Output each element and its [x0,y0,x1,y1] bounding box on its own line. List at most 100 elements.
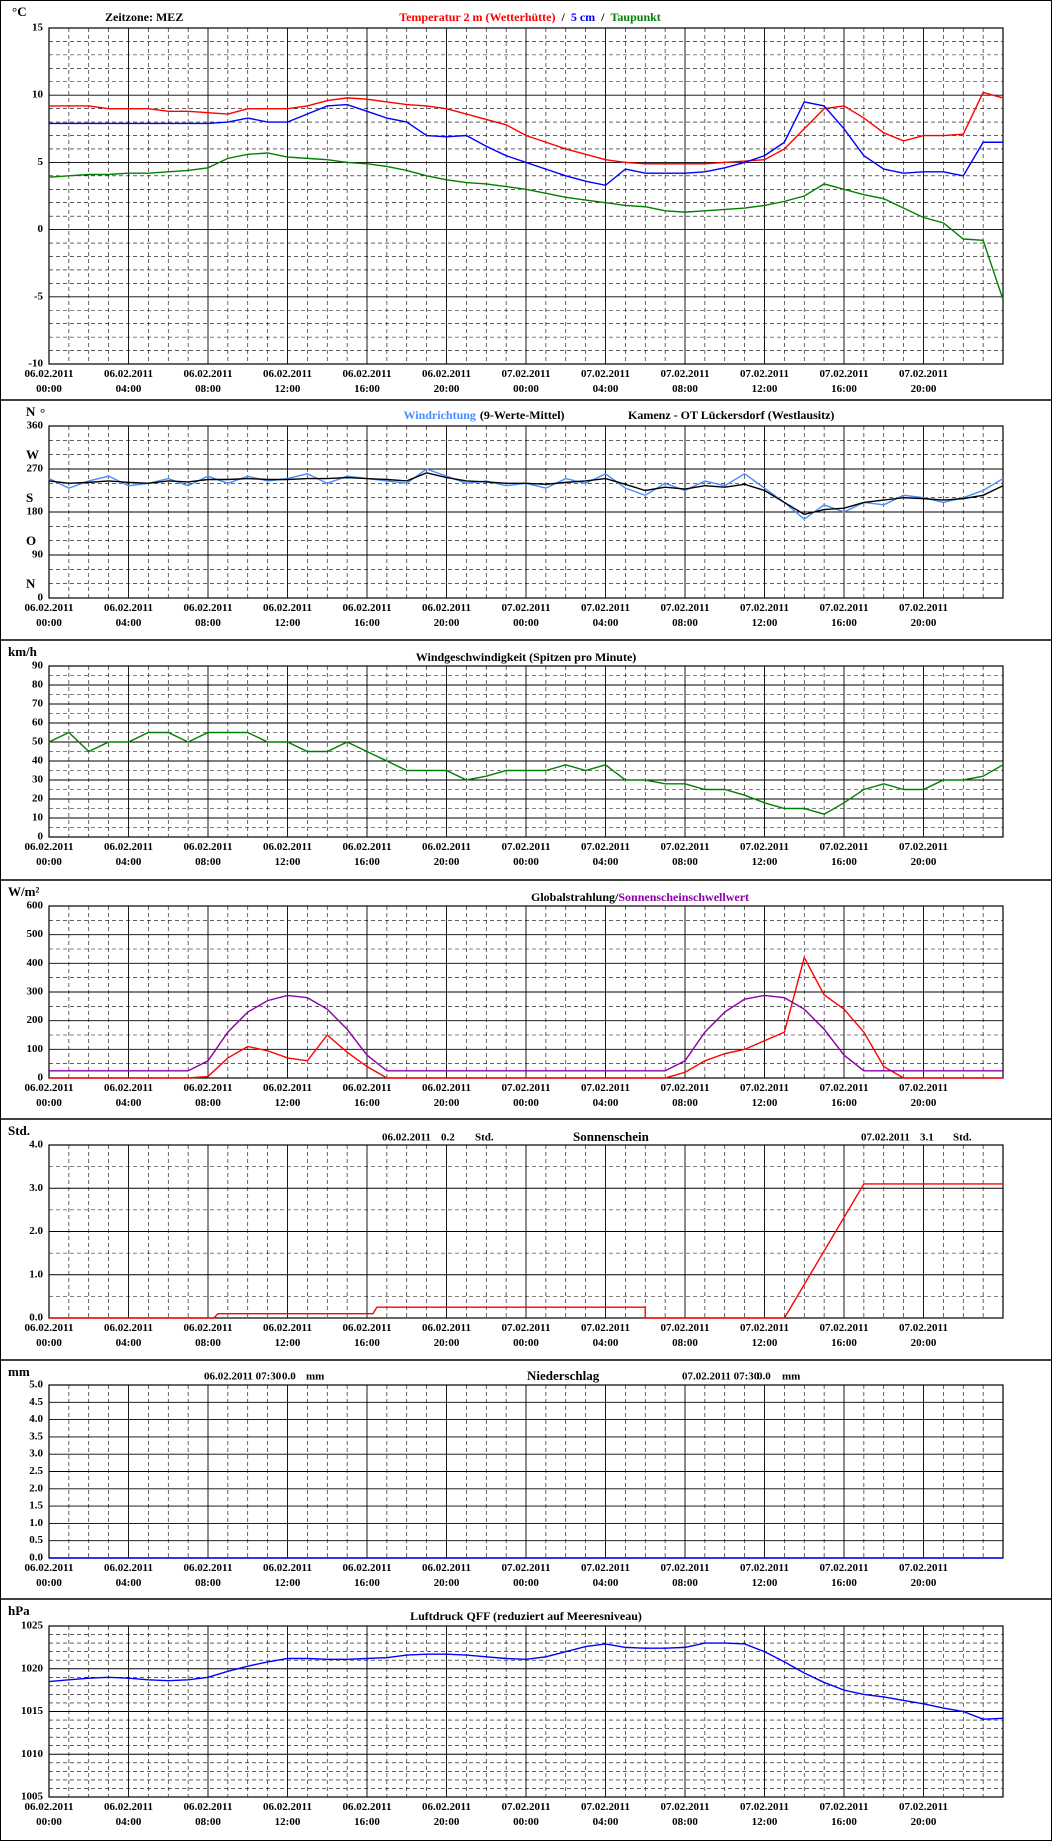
y-tick-label: 4.0 [29,1413,43,1425]
x-tick-label: 07.02.2011 20:00 [899,602,948,629]
data-line [49,955,1003,1079]
data-line [48,152,1004,300]
x-tick-label: 07.02.2011 16:00 [819,368,869,395]
y-tick-label: 5.0 [29,1379,43,1391]
y-tick-label: 270 [27,463,44,475]
y-tick-label: 4.0 [29,1139,43,1151]
x-tick-label: 06.02.2011 08:00 [183,841,233,868]
x-tick-label: 06.02.2011 12:00 [263,1562,312,1589]
x-tick-label: 07.02.2011 12:00 [740,1322,789,1349]
legend-entry: (9-Werte-Mittel) [480,408,565,422]
x-tick-label: 06.02.2011 16:00 [342,1562,392,1589]
y-tick-label: 1015 [21,1705,44,1717]
y-tick-label: 0 [38,592,44,604]
annotation: 06.02.2011 [382,1132,431,1144]
x-tick-label: 06.02.2011 00:00 [24,841,74,868]
compass-label: S [26,490,33,505]
y-tick-label: 360 [27,420,44,432]
x-tick-label: 06.02.2011 08:00 [183,1801,233,1828]
x-tick-label: 07.02.2011 08:00 [660,1801,710,1828]
unit-label: km/h [8,644,38,659]
x-tick-label: 06.02.2011 12:00 [263,368,312,395]
legend-entry: Temperatur 2 m (Wetterhütte) [399,10,555,24]
x-tick-label: 06.02.2011 04:00 [104,1082,153,1109]
x-tick-label: 07.02.2011 20:00 [899,841,948,868]
y-tick-label: 1025 [21,1620,44,1632]
x-tick-label: 07.02.2011 00:00 [501,1322,551,1349]
y-tick-label: 200 [27,1014,44,1026]
x-tick-label: 06.02.2011 20:00 [422,368,471,395]
x-tick-label: 07.02.2011 08:00 [660,1322,710,1349]
data-line [49,1183,1003,1319]
x-tick-label: 06.02.2011 04:00 [104,841,153,868]
y-tick-label: 2.0 [29,1225,43,1237]
y-tick-label: 100 [27,1043,44,1055]
y-tick-label: 50 [32,736,44,748]
x-tick-label: 07.02.2011 12:00 [740,841,789,868]
plot-border [48,1625,1004,1798]
annotation: 0.0 [757,1371,771,1383]
x-tick-label: 07.02.2011 20:00 [899,1801,948,1828]
annotation: Kamenz - OT Lückersdorf (Westlausitz) [628,408,834,422]
plot-border [48,27,1004,365]
x-tick-label: 07.02.2011 04:00 [581,1082,630,1109]
y-tick-label: 20 [32,793,44,805]
annotation: 07.02.2011 07:30 [682,1371,760,1383]
y-tick-label: -5 [34,290,44,302]
x-tick-label: 07.02.2011 00:00 [501,602,551,629]
y-tick-label: 1010 [21,1748,44,1760]
legend-entry: Windrichtung [403,408,475,422]
y-tick-label: 600 [27,900,44,912]
x-tick-label: 06.02.2011 00:00 [24,368,74,395]
legend-entry: Taupunkt [611,10,661,24]
legend-separator: / [561,10,566,24]
y-tick-label: 500 [27,928,44,940]
y-tick-label: 1.5 [29,1500,43,1512]
y-tick-label: 40 [32,755,44,767]
x-tick-label: 06.02.2011 08:00 [183,1562,233,1589]
x-tick-label: 06.02.2011 00:00 [24,1562,74,1589]
x-tick-label: 06.02.2011 16:00 [342,1801,392,1828]
x-tick-label: 06.02.2011 08:00 [183,1082,233,1109]
x-tick-label: 07.02.2011 04:00 [581,602,630,629]
y-tick-label: 10 [32,89,44,101]
x-tick-label: 07.02.2011 12:00 [740,1082,789,1109]
y-tick-label: 3.5 [29,1430,43,1442]
x-tick-label: 07.02.2011 20:00 [899,368,948,395]
x-tick-label: 07.02.2011 12:00 [740,368,789,395]
x-tick-label: 06.02.2011 12:00 [263,1322,312,1349]
y-tick-label: 70 [32,698,44,710]
x-tick-label: 07.02.2011 20:00 [899,1082,948,1109]
annotation: Std. [475,1132,494,1144]
x-tick-label: 06.02.2011 00:00 [24,602,74,629]
x-tick-label: 07.02.2011 04:00 [581,1322,630,1349]
unit-label: hPa [8,1603,30,1618]
unit-label: Std. [8,1123,30,1138]
x-tick-label: 07.02.2011 08:00 [660,602,710,629]
annotation: 0.2 [441,1132,455,1144]
y-tick-label: 10 [32,812,44,824]
y-tick-label: 0 [38,831,44,843]
x-tick-label: 07.02.2011 20:00 [899,1322,948,1349]
compass-label: N [26,576,36,591]
x-tick-label: 07.02.2011 16:00 [819,1562,869,1589]
x-tick-label: 06.02.2011 12:00 [263,841,312,868]
annotation: 06.02.2011 07:30 [204,1371,282,1383]
y-tick-label: 180 [27,506,44,518]
x-tick-label: 06.02.2011 04:00 [104,602,153,629]
x-tick-label: 06.02.2011 16:00 [342,368,392,395]
compass-label: N [26,404,36,419]
y-tick-label: 2.0 [29,1482,43,1494]
legend: Temperatur 2 m (Wetterhütte) / 5 cm / Taupun… [399,10,661,24]
annotation: 3.1 [920,1132,934,1144]
x-tick-label: 07.02.2011 12:00 [740,1801,789,1828]
unit-label: W/m² [8,884,39,899]
y-tick-label: 80 [32,679,44,691]
y-tick-label: 30 [32,774,44,786]
compass-label: O [26,533,36,548]
data-line [49,101,1003,187]
x-tick-label: 07.02.2011 08:00 [660,841,710,868]
x-tick-label: 07.02.2011 00:00 [501,841,551,868]
legend-entry: 5 cm [571,10,595,24]
